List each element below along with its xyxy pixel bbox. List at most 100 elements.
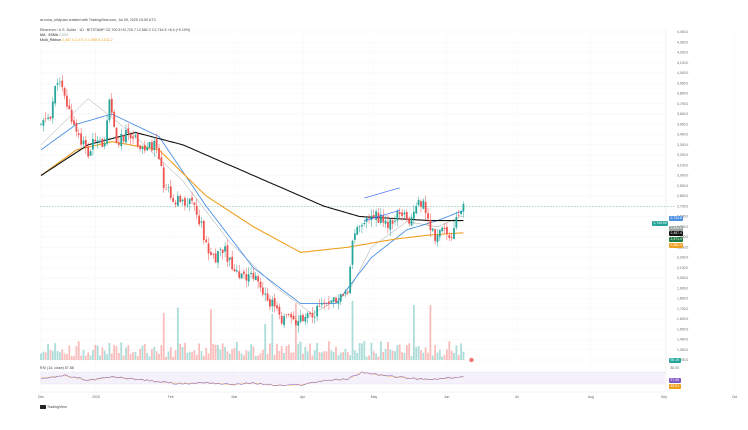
- candle-body: [278, 306, 281, 315]
- volume-bar: [394, 351, 396, 360]
- volume-bar: [398, 344, 401, 360]
- price-axis-label: 1,200.0: [677, 358, 688, 362]
- ma-legend[interactable]: MA · 9SMA 2,594: [40, 33, 68, 38]
- price-tag-blue: 2,734.8: [669, 216, 684, 221]
- candle-body: [87, 146, 90, 157]
- candle-body: [403, 212, 406, 215]
- price-axis-label: 3,200.0: [677, 153, 688, 157]
- time-axis-label: Jun: [444, 395, 450, 399]
- candle-body: [266, 293, 269, 301]
- price-axis-label: 2,200.0: [677, 256, 688, 260]
- volume-bar: [202, 355, 205, 360]
- volume-bar: [252, 346, 255, 360]
- candle-body: [424, 201, 427, 213]
- rsi-ma-line: [40, 371, 464, 386]
- candle-body: [127, 128, 130, 134]
- volume-bar: [264, 323, 267, 360]
- volume-bar: [278, 351, 281, 360]
- candle-body: [226, 245, 229, 262]
- volume-bar: [405, 345, 408, 360]
- volume-bar: [361, 343, 363, 360]
- volume-bar: [42, 351, 45, 360]
- volume-bar: [96, 345, 99, 360]
- volume-bar: [436, 352, 439, 360]
- rsi-legend[interactable]: RSI (14, close) 57.88: [40, 366, 74, 370]
- volume-bar: [54, 343, 57, 360]
- candle-body: [103, 143, 106, 147]
- volume-bar: [49, 349, 52, 360]
- candle-body: [84, 140, 87, 148]
- time-axis-label: May: [371, 395, 378, 399]
- volume-bar: [299, 341, 302, 360]
- candle-body: [89, 151, 92, 156]
- candle-body: [443, 227, 446, 230]
- symbol-line[interactable]: Ethereum / U.S. Dollar · 1D · BITSTAMP O…: [40, 28, 191, 32]
- volume-bar: [365, 356, 368, 360]
- volume-bar: [247, 351, 250, 360]
- rsi-band: [40, 372, 665, 384]
- rsi-level-high: 80.00: [669, 366, 681, 371]
- volume-bar: [47, 344, 49, 360]
- candle-body: [448, 235, 451, 238]
- candle-body: [309, 312, 311, 314]
- volume-bar: [58, 352, 61, 360]
- volume-bar: [446, 349, 448, 360]
- candle-body: [82, 140, 85, 145]
- volume-bar: [165, 356, 167, 360]
- candle-body: [106, 120, 108, 144]
- volume-bar: [257, 355, 260, 360]
- candle-body: [169, 186, 172, 198]
- volume-bar: [323, 351, 326, 360]
- candle-body: [186, 204, 189, 206]
- candle-body: [339, 294, 342, 302]
- volume-bar: [68, 345, 71, 360]
- candle-body: [259, 281, 262, 288]
- candle-body: [250, 272, 252, 274]
- candle-body: [292, 315, 295, 320]
- published-line: ar-nova_uildyuan created with TradingVie…: [40, 18, 157, 22]
- volume-bar: [410, 355, 413, 360]
- volume-bar: [174, 350, 177, 360]
- candle-body: [436, 234, 439, 242]
- tradingview-brand[interactable]: TradingView: [40, 405, 67, 409]
- volume-bar: [195, 354, 198, 360]
- candle-body: [212, 253, 215, 255]
- rsi-tag: 57.88: [669, 378, 681, 383]
- volume-bar: [132, 352, 134, 360]
- volume-bar: [184, 342, 186, 360]
- candle-body: [167, 187, 170, 189]
- price-axis-label: 1,800.0: [677, 297, 688, 301]
- multi-ribbon-values: 2,487.4 2,471.4 1,965.6 2,011.2: [61, 38, 113, 42]
- candle-body: [193, 202, 196, 205]
- candle-body: [75, 122, 78, 132]
- price-axis-label: 2,800.0: [677, 194, 688, 198]
- candle-body: [179, 195, 182, 203]
- candle-body: [181, 199, 184, 202]
- volume-bar: [176, 307, 179, 360]
- candle-body: [110, 98, 113, 113]
- candle-body: [306, 313, 309, 318]
- volume-bar: [332, 352, 335, 360]
- candle-body: [129, 133, 132, 139]
- volume-bar: [375, 353, 378, 360]
- volume-bar: [311, 355, 314, 360]
- time-axis-label: Sep: [661, 395, 667, 399]
- time-axis-label: Dec: [38, 395, 44, 399]
- candle-body: [377, 212, 380, 223]
- last-price-tag: 2,744.50: [652, 221, 669, 226]
- volume-bar: [94, 344, 97, 360]
- candle-body: [92, 138, 94, 150]
- multi-ribbon-legend[interactable]: Multi_Ribbon 2,487.4 2,471.4 1,965.6 2,0…: [40, 38, 113, 43]
- volume-bar: [309, 343, 311, 360]
- price-tag-orange: 2,361.4: [669, 243, 684, 248]
- volume-bar: [172, 356, 175, 360]
- candle-body: [80, 133, 83, 145]
- candle-body: [108, 99, 111, 121]
- candle-body: [450, 237, 453, 238]
- candle-body: [136, 133, 139, 147]
- volume-bar: [151, 349, 153, 360]
- candle-body: [113, 111, 116, 127]
- candle-body: [455, 217, 458, 228]
